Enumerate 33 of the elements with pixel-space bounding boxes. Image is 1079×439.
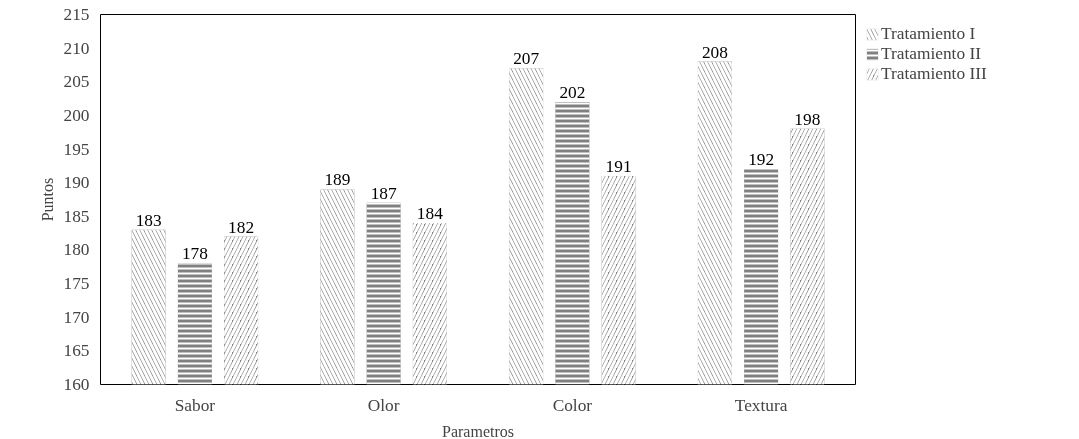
y-tick-label: 180 (63, 240, 90, 260)
data-label: 182 (228, 217, 255, 237)
data-label: 178 (181, 244, 208, 264)
data-label: 192 (748, 150, 775, 170)
data-label: 207 (513, 49, 540, 69)
data-label: 183 (135, 210, 162, 230)
data-label: 198 (794, 109, 821, 129)
data-label: 191 (605, 156, 632, 176)
legend-label: Tratamiento III (881, 64, 987, 84)
y-axis-title: Puntos (38, 177, 56, 222)
data-label: 202 (559, 82, 586, 102)
y-tick-label: 175 (63, 274, 90, 294)
data-label: 189 (324, 170, 351, 190)
y-tick-label: 200 (63, 105, 90, 125)
y-tick-label: 165 (63, 341, 90, 361)
y-tick-label: 205 (63, 72, 90, 92)
x-tick-label: Sabor (174, 395, 216, 415)
x-tick-label: Color (552, 395, 593, 415)
y-tick-label: 185 (63, 206, 90, 226)
data-label: 187 (370, 183, 397, 203)
data-label: 208 (701, 42, 728, 62)
y-tick-label: 170 (63, 307, 90, 327)
legend-label: Tratamiento I (881, 24, 976, 44)
y-tick-label: 210 (63, 38, 90, 58)
y-tick-label: 195 (63, 139, 90, 159)
y-tick-label: 215 (63, 5, 90, 24)
x-tick-label: Textura (734, 395, 788, 415)
x-axis-title: Parametros (442, 422, 514, 439)
y-tick-label: 160 (63, 375, 90, 394)
data-label: 184 (416, 204, 444, 224)
y-tick-label: 190 (63, 173, 90, 193)
x-tick-label: Olor (367, 395, 400, 415)
legend-label: Tratamiento II (881, 44, 981, 64)
